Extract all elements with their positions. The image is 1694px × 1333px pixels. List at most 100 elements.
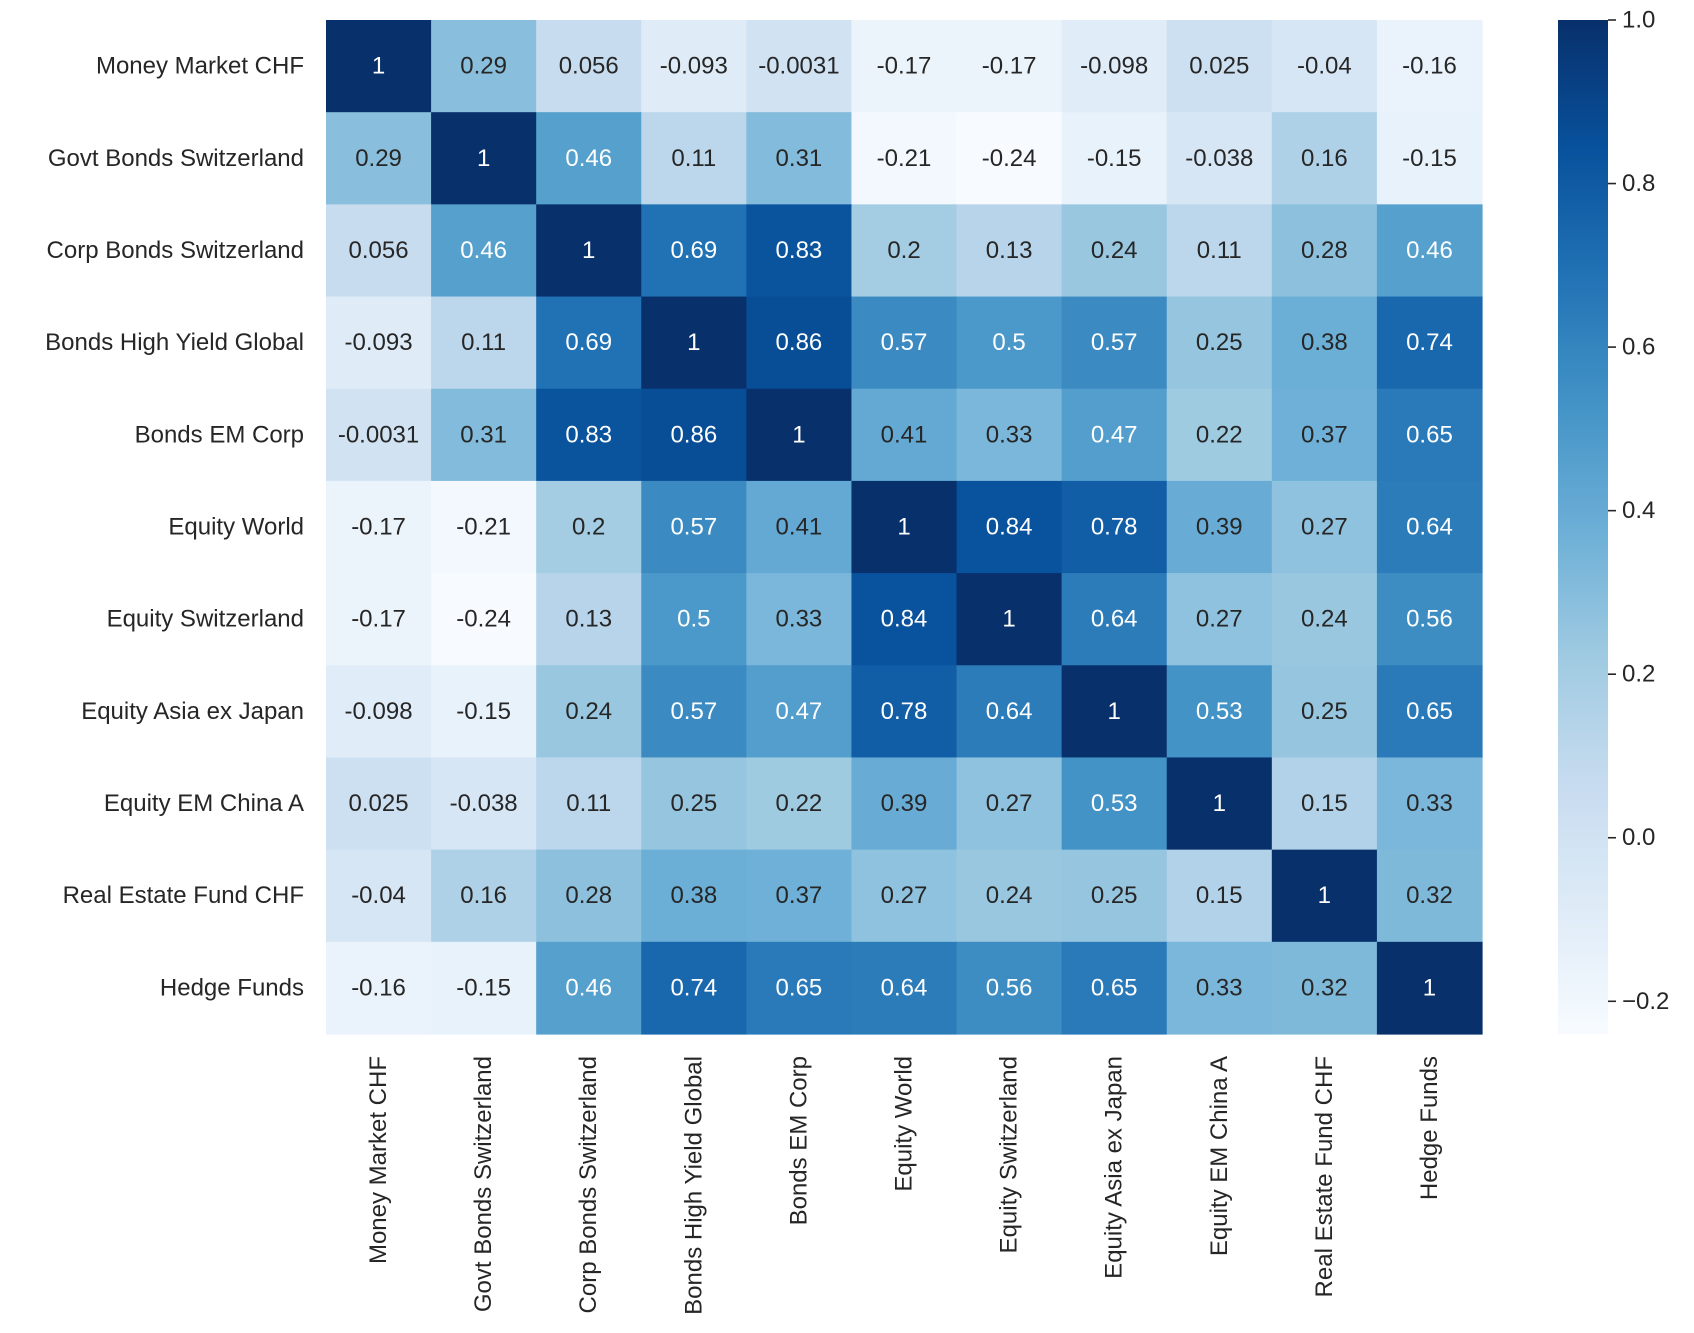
heatmap-cell-4-5 — [851, 388, 958, 482]
heatmap-cell-9-1 — [431, 849, 537, 943]
cell-annotation-2-0: 0.056 — [349, 237, 409, 264]
heatmap-cell-10-2 — [536, 941, 642, 1035]
heatmap-cell-5-6 — [956, 480, 1063, 574]
heatmap-cell-0-4 — [746, 20, 853, 113]
heatmap-cell-8-9 — [1271, 757, 1378, 851]
cell-annotation-0-2: 0.056 — [559, 53, 619, 80]
cell-annotation-4-8: 0.22 — [1196, 421, 1243, 448]
y-tick-label-1: Govt Bonds Switzerland — [48, 145, 304, 172]
heatmap-cell-0-10 — [1376, 20, 1483, 113]
heatmap-cell-9-10 — [1376, 849, 1483, 943]
x-tick-label-7: Equity Asia ex Japan — [1101, 1056, 1128, 1279]
cell-annotation-6-7: 0.64 — [1091, 606, 1138, 633]
cell-annotation-6-10: 0.56 — [1406, 606, 1453, 633]
heatmap-cell-7-7 — [1061, 665, 1168, 759]
cell-annotations: 1 0.29 0.056 -0.093 -0.0031 -0.17 -0.17 -0.098 0… — [338, 53, 1457, 1002]
cell-annotation-5-8: 0.39 — [1196, 514, 1243, 541]
cell-annotation-3-5: 0.57 — [881, 329, 928, 356]
heatmap-cell-3-3 — [641, 296, 747, 390]
heatmap-cell-8-3 — [641, 757, 747, 851]
heatmap-cell-10-7 — [1061, 941, 1168, 1035]
heatmap-cell-6-0 — [326, 573, 432, 666]
heatmap-cell-5-5 — [851, 480, 958, 574]
heatmap-cell-6-5 — [851, 573, 958, 666]
cell-annotation-10-4: 0.65 — [776, 974, 823, 1001]
cell-annotation-7-3: 0.57 — [670, 698, 717, 725]
x-tick-label-6: Equity Switzerland — [996, 1056, 1023, 1253]
cell-annotation-6-3: 0.5 — [677, 606, 710, 633]
cell-annotation-6-1: -0.24 — [456, 606, 511, 633]
cell-annotation-10-0: -0.16 — [351, 974, 406, 1001]
heatmap-cell-2-9 — [1271, 204, 1378, 298]
heatmap-cell-0-2 — [536, 20, 642, 113]
cell-annotation-9-5: 0.27 — [881, 882, 928, 909]
cell-annotation-7-0: -0.098 — [345, 698, 413, 725]
cell-annotation-2-6: 0.13 — [986, 237, 1033, 264]
heatmap-cell-1-10 — [1376, 112, 1483, 205]
heatmap-cell-8-2 — [536, 757, 642, 851]
cell-annotation-8-8: 1 — [1213, 790, 1226, 817]
heatmap-cell-0-5 — [851, 20, 958, 113]
cell-annotation-3-8: 0.25 — [1196, 329, 1243, 356]
heatmap-cell-3-10 — [1376, 296, 1483, 390]
y-tick-label-9: Real Estate Fund CHF — [63, 882, 304, 909]
heatmap-cell-1-1 — [431, 112, 537, 205]
heatmap-cell-5-0 — [326, 480, 432, 574]
heatmap-cell-2-7 — [1061, 204, 1168, 298]
cell-annotation-10-5: 0.64 — [881, 974, 928, 1001]
colorbar-tick-label-3: 0.4 — [1622, 497, 1655, 524]
cell-annotation-6-8: 0.27 — [1196, 606, 1243, 633]
cell-annotation-3-1: 0.11 — [461, 329, 506, 356]
cell-annotation-0-7: -0.098 — [1080, 53, 1148, 80]
cell-annotation-7-7: 1 — [1108, 698, 1121, 725]
cell-annotation-10-3: 0.74 — [670, 974, 717, 1001]
heatmap-cell-2-6 — [956, 204, 1063, 298]
heatmap-cell-9-9 — [1271, 849, 1378, 943]
x-tick-label-3: Bonds High Yield Global — [680, 1056, 707, 1315]
cell-annotation-5-10: 0.64 — [1406, 514, 1453, 541]
heatmap-cell-5-9 — [1271, 480, 1378, 574]
heatmap-cell-3-9 — [1271, 296, 1378, 390]
heatmap-cell-0-7 — [1061, 20, 1168, 113]
cell-annotation-4-6: 0.33 — [986, 421, 1033, 448]
cell-annotation-9-9: 1 — [1318, 882, 1331, 909]
heatmap-cell-6-9 — [1271, 573, 1378, 666]
y-tick-label-4: Bonds EM Corp — [135, 421, 304, 448]
cell-annotation-1-10: -0.15 — [1402, 145, 1457, 172]
cell-annotation-8-3: 0.25 — [670, 790, 717, 817]
y-axis-tick-labels: Money Market CHF Govt Bonds Switzerland Co… — [45, 53, 304, 1002]
heatmap-cell-1-0 — [326, 112, 432, 205]
cell-annotation-4-9: 0.37 — [1301, 421, 1348, 448]
colorbar-tick-label-6: 1.0 — [1622, 7, 1655, 34]
heatmap-cell-7-5 — [851, 665, 958, 759]
x-tick-label-4: Bonds EM Corp — [785, 1056, 812, 1225]
cell-annotation-10-10: 1 — [1423, 974, 1436, 1001]
cell-annotation-4-5: 0.41 — [881, 421, 928, 448]
heatmap-cell-10-10 — [1376, 941, 1483, 1035]
heatmap-cell-4-3 — [641, 388, 747, 482]
cell-annotation-6-6: 1 — [1002, 606, 1015, 633]
heatmap-cell-9-4 — [746, 849, 853, 943]
heatmap-cell-6-6 — [956, 573, 1063, 666]
x-axis-tick-labels: Money Market CHF Govt Bonds Switzerland Co… — [365, 1056, 1443, 1315]
colorbar-tick-label-5: 0.8 — [1622, 170, 1655, 197]
heatmap-cell-4-6 — [956, 388, 1063, 482]
heatmap-cell-5-10 — [1376, 480, 1483, 574]
heatmap-cell-2-2 — [536, 204, 642, 298]
y-tick-label-0: Money Market CHF — [96, 53, 304, 80]
heatmap-cell-5-8 — [1166, 480, 1273, 574]
cell-annotation-2-9: 0.28 — [1301, 237, 1348, 264]
cell-annotation-1-2: 0.46 — [565, 145, 612, 172]
heatmap-cell-3-0 — [326, 296, 432, 390]
cell-annotation-0-3: -0.093 — [660, 53, 728, 80]
heatmap-cell-10-1 — [431, 941, 537, 1035]
cell-annotation-10-6: 0.56 — [986, 974, 1033, 1001]
cell-annotation-4-0: -0.0031 — [338, 421, 419, 448]
heatmap-cell-1-4 — [746, 112, 853, 205]
cell-annotation-3-9: 0.38 — [1301, 329, 1348, 356]
heatmap-cell-2-5 — [851, 204, 958, 298]
cell-annotation-5-1: -0.21 — [456, 514, 511, 541]
cell-annotation-0-5: -0.17 — [877, 53, 932, 80]
x-tick-label-10: Hedge Funds — [1416, 1056, 1443, 1200]
y-tick-label-7: Equity Asia ex Japan — [81, 698, 304, 725]
